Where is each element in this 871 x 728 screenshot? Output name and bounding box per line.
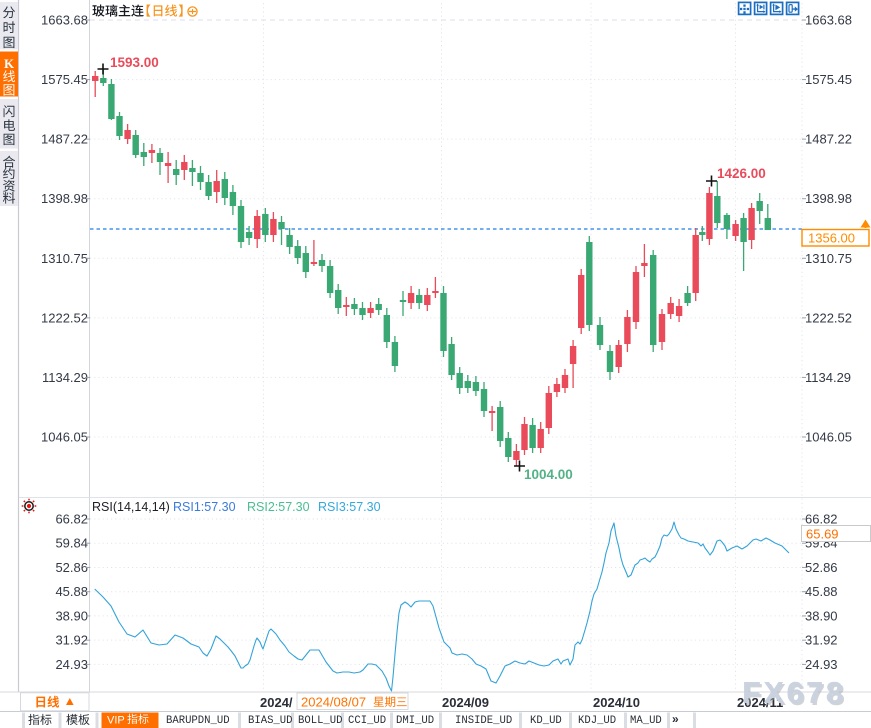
svg-text:1426.00: 1426.00 <box>717 166 766 181</box>
svg-text:2024/10: 2024/10 <box>593 695 640 710</box>
svg-text:FX678: FX678 <box>744 677 847 712</box>
svg-text:1575.45: 1575.45 <box>41 72 88 87</box>
svg-text:1222.52: 1222.52 <box>41 310 88 325</box>
svg-text:FX678: FX678 <box>742 675 845 710</box>
svg-text:52.86: 52.86 <box>55 560 88 575</box>
svg-text:2024/: 2024/ <box>260 695 293 710</box>
svg-text:BOLL_UD: BOLL_UD <box>298 715 343 727</box>
svg-text:45.88: 45.88 <box>55 584 88 599</box>
svg-text:66.82: 66.82 <box>55 512 88 527</box>
svg-text:2024/09: 2024/09 <box>442 695 489 710</box>
svg-text:1575.45: 1575.45 <box>805 72 852 87</box>
svg-text:MA_UD: MA_UD <box>630 715 662 727</box>
svg-text:CCI_UD: CCI_UD <box>348 715 386 727</box>
svg-text:BARUPDN_UD: BARUPDN_UD <box>166 715 230 727</box>
svg-text:1004.00: 1004.00 <box>524 467 573 482</box>
svg-text:BIAS_UD: BIAS_UD <box>248 715 293 727</box>
svg-text:38.90: 38.90 <box>805 608 838 623</box>
svg-text:1398.98: 1398.98 <box>805 191 852 206</box>
svg-text:1222.52: 1222.52 <box>805 310 852 325</box>
svg-text:1134.29: 1134.29 <box>42 370 88 385</box>
svg-text:1046.05: 1046.05 <box>41 430 88 445</box>
svg-text:52.86: 52.86 <box>805 560 838 575</box>
svg-text:RSI(14,14,14): RSI(14,14,14) <box>92 500 170 514</box>
svg-text:KDJ_UD: KDJ_UD <box>578 715 616 727</box>
svg-text:24.93: 24.93 <box>805 657 838 672</box>
svg-text:1663.68: 1663.68 <box>41 13 88 28</box>
svg-text:1310.75: 1310.75 <box>805 251 852 266</box>
svg-text:1134.29: 1134.29 <box>805 370 851 385</box>
svg-text:24.93: 24.93 <box>55 657 88 672</box>
svg-text:2024/11: 2024/11 <box>737 695 783 710</box>
svg-text:RSI2:57.30: RSI2:57.30 <box>247 500 310 514</box>
svg-text:INSIDE_UD: INSIDE_UD <box>455 715 512 727</box>
svg-text:31.92: 31.92 <box>805 633 838 648</box>
svg-text:KD_UD: KD_UD <box>530 715 562 727</box>
svg-text:1593.00: 1593.00 <box>110 55 159 70</box>
svg-text:1046.05: 1046.05 <box>805 430 852 445</box>
svg-text:45.88: 45.88 <box>805 584 838 599</box>
svg-text:65.69: 65.69 <box>806 527 839 542</box>
svg-text:DMI_UD: DMI_UD <box>396 715 434 727</box>
svg-text:31.92: 31.92 <box>55 633 88 648</box>
svg-text:59.84: 59.84 <box>55 536 88 551</box>
svg-text:38.90: 38.90 <box>55 608 88 623</box>
svg-text:1487.22: 1487.22 <box>41 132 88 147</box>
svg-text:66.82: 66.82 <box>805 512 838 527</box>
svg-text:VIP: VIP <box>107 715 125 727</box>
svg-text:2024/08/07: 2024/08/07 <box>301 695 366 710</box>
svg-text:1487.22: 1487.22 <box>805 132 852 147</box>
svg-text:1663.68: 1663.68 <box>805 13 852 28</box>
svg-text:K: K <box>4 56 15 71</box>
svg-text:1310.75: 1310.75 <box>41 251 88 266</box>
svg-text:»: » <box>672 712 679 726</box>
svg-text:RSI3:57.30: RSI3:57.30 <box>318 500 381 514</box>
svg-text:1356.00: 1356.00 <box>808 231 855 246</box>
svg-text:1398.98: 1398.98 <box>41 191 88 206</box>
svg-text:RSI1:57.30: RSI1:57.30 <box>173 500 236 514</box>
